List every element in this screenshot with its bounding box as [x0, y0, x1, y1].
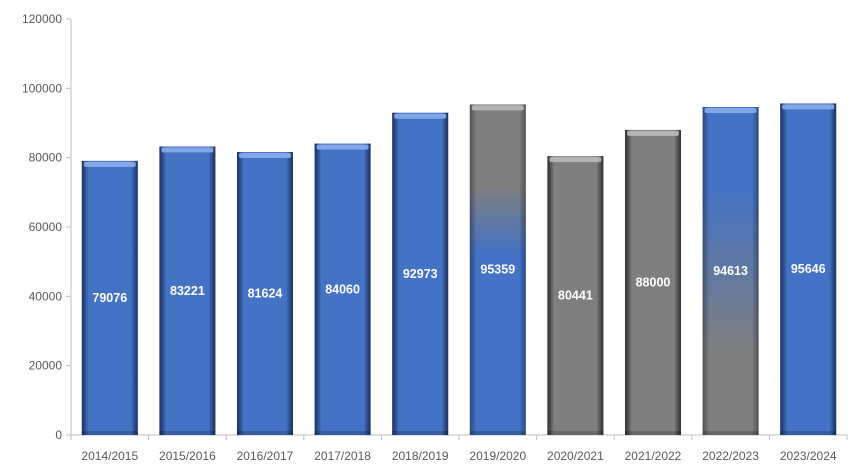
- x-tick-label: 2023/2024: [780, 449, 837, 463]
- x-tick-label: 2022/2023: [702, 449, 759, 463]
- x-tick-label: 2021/2022: [625, 449, 682, 463]
- data-label: 88000: [636, 275, 671, 289]
- bar-shading: [702, 107, 759, 435]
- bar-top-bevel: [782, 104, 835, 110]
- bar-bottom-bevel: [547, 431, 604, 435]
- bar-top-bevel: [161, 147, 214, 153]
- bar-shading: [625, 129, 681, 435]
- bar-bottom-bevel: [237, 431, 293, 435]
- data-label: 95646: [791, 262, 826, 276]
- bar-bottom-bevel: [702, 431, 759, 435]
- data-label: 80441: [558, 289, 593, 303]
- bar-shading: [314, 143, 371, 436]
- bar-top-bevel: [239, 153, 291, 159]
- bar-shading: [159, 146, 216, 435]
- y-axis: 0 20000 40000 60000 80000 100000 120000: [22, 12, 72, 442]
- data-labels: 79076 83221 81624 84060 92973 95359 80441 88000…: [92, 262, 825, 305]
- y-tick-label: 100000: [22, 81, 62, 95]
- bar-shading: [469, 104, 526, 436]
- bar-top-bevel: [394, 113, 447, 119]
- bar-bottom-bevel: [392, 431, 449, 435]
- bar-bottom-bevel: [81, 431, 138, 435]
- x-axis: 2014/2015 2015/2016 2016/2017 2017/2018 2018…: [70, 434, 848, 463]
- x-tick-label: 2018/2019: [392, 449, 449, 463]
- x-tick-label: 2019/2020: [469, 449, 526, 463]
- bar-top-bevel: [549, 157, 602, 163]
- data-label: 95359: [480, 263, 515, 277]
- bar-shading: [392, 112, 449, 435]
- bar-shading: [81, 160, 138, 435]
- x-tick-label: 2014/2015: [81, 449, 138, 463]
- y-tick-label: 60000: [29, 220, 63, 234]
- data-label: 83221: [170, 284, 205, 298]
- x-tick-label: 2015/2016: [159, 449, 216, 463]
- bar-top-bevel: [83, 161, 136, 167]
- bar-shading: [547, 156, 604, 435]
- bar-top-bevel: [704, 108, 757, 114]
- data-label: 79076: [92, 291, 127, 305]
- bar-shading: [780, 103, 837, 436]
- bar-bottom-bevel: [159, 431, 216, 435]
- y-tick-label: 20000: [29, 359, 63, 373]
- y-tick-label: 40000: [29, 289, 63, 303]
- bar-bottom-bevel: [625, 431, 681, 435]
- data-label: 92973: [403, 267, 438, 281]
- bar-bottom-bevel: [780, 431, 837, 435]
- bar-top-bevel: [627, 130, 679, 136]
- x-tick-label: 2017/2018: [314, 449, 371, 463]
- bar-shading: [237, 152, 293, 435]
- y-tick-label: 120000: [22, 12, 62, 26]
- bars: [81, 103, 837, 436]
- bar-top-bevel: [316, 144, 369, 150]
- y-tick-label: 80000: [29, 151, 63, 165]
- x-tick-label: 2016/2017: [237, 449, 294, 463]
- x-tick-label: 2020/2021: [547, 449, 604, 463]
- data-label: 94613: [713, 264, 748, 278]
- bar-top-bevel: [471, 105, 524, 111]
- data-label: 84060: [325, 282, 360, 296]
- bar-bottom-bevel: [469, 431, 526, 435]
- data-label: 81624: [248, 287, 283, 301]
- bar-bottom-bevel: [314, 431, 371, 435]
- y-tick-label: 0: [55, 428, 62, 442]
